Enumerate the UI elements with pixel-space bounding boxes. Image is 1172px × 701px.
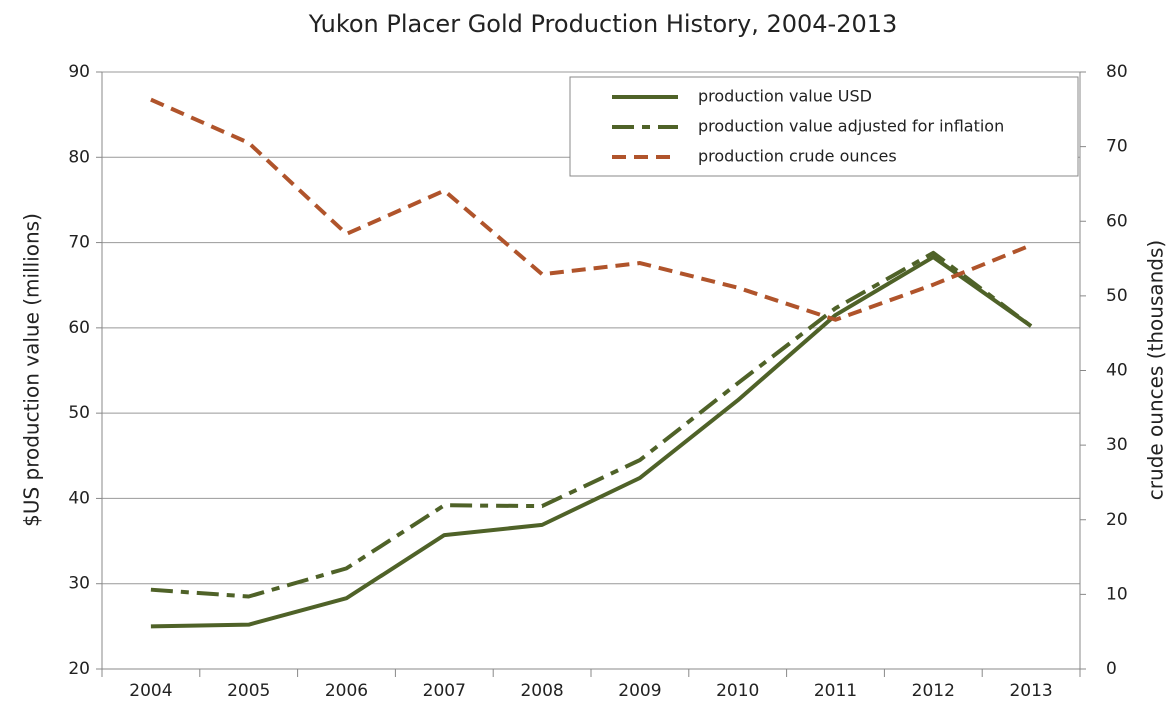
- y-tick-label: 90: [68, 62, 90, 82]
- x-tick-label: 2009: [618, 681, 661, 701]
- y2-tick-label: 70: [1106, 137, 1128, 157]
- y2-tick-label: 60: [1106, 211, 1128, 231]
- series-line: [150, 250, 1033, 599]
- y2-axis-title: crude ounces (thousands): [1144, 240, 1168, 500]
- y2-tick-label: 20: [1106, 510, 1128, 530]
- y2-tick-label: 40: [1106, 361, 1128, 381]
- legend-box: [569, 76, 1079, 177]
- y-tick-label: 50: [68, 403, 90, 423]
- y-tick-label: 20: [68, 659, 90, 679]
- y2-tick-label: 0: [1106, 659, 1117, 679]
- y-tick-label: 70: [68, 233, 90, 253]
- y-tick-label: 60: [68, 318, 90, 338]
- legend-label: production value adjusted for inflation: [698, 117, 1004, 136]
- x-tick-label: 2004: [129, 681, 172, 701]
- x-tick-label: 2013: [1009, 681, 1052, 701]
- x-tick-label: 2006: [325, 681, 368, 701]
- x-tick-label: 2012: [912, 681, 955, 701]
- y2-tick-label: 30: [1106, 435, 1128, 455]
- y2-tick-label: 50: [1106, 286, 1128, 306]
- series-line: [150, 255, 1033, 629]
- x-tick-label: 2007: [423, 681, 466, 701]
- y-tick-label: 30: [68, 574, 90, 594]
- legend-label: production value USD: [698, 87, 872, 106]
- x-tick-label: 2008: [520, 681, 563, 701]
- legend: production value USD production value adj…: [569, 76, 1079, 177]
- y-axis-title: $US production value (millions): [20, 213, 44, 527]
- y-tick-label: 40: [68, 488, 90, 508]
- x-tick-label: 2011: [814, 681, 857, 701]
- y-tick-label: 80: [68, 147, 90, 167]
- chart-title: Yukon Placer Gold Production History, 20…: [308, 10, 898, 38]
- x-tick-label: 2010: [716, 681, 759, 701]
- y2-tick-label: 10: [1106, 584, 1128, 604]
- legend-label: production crude ounces: [698, 147, 897, 166]
- y2-tick-label: 80: [1106, 62, 1128, 82]
- x-tick-label: 2005: [227, 681, 270, 701]
